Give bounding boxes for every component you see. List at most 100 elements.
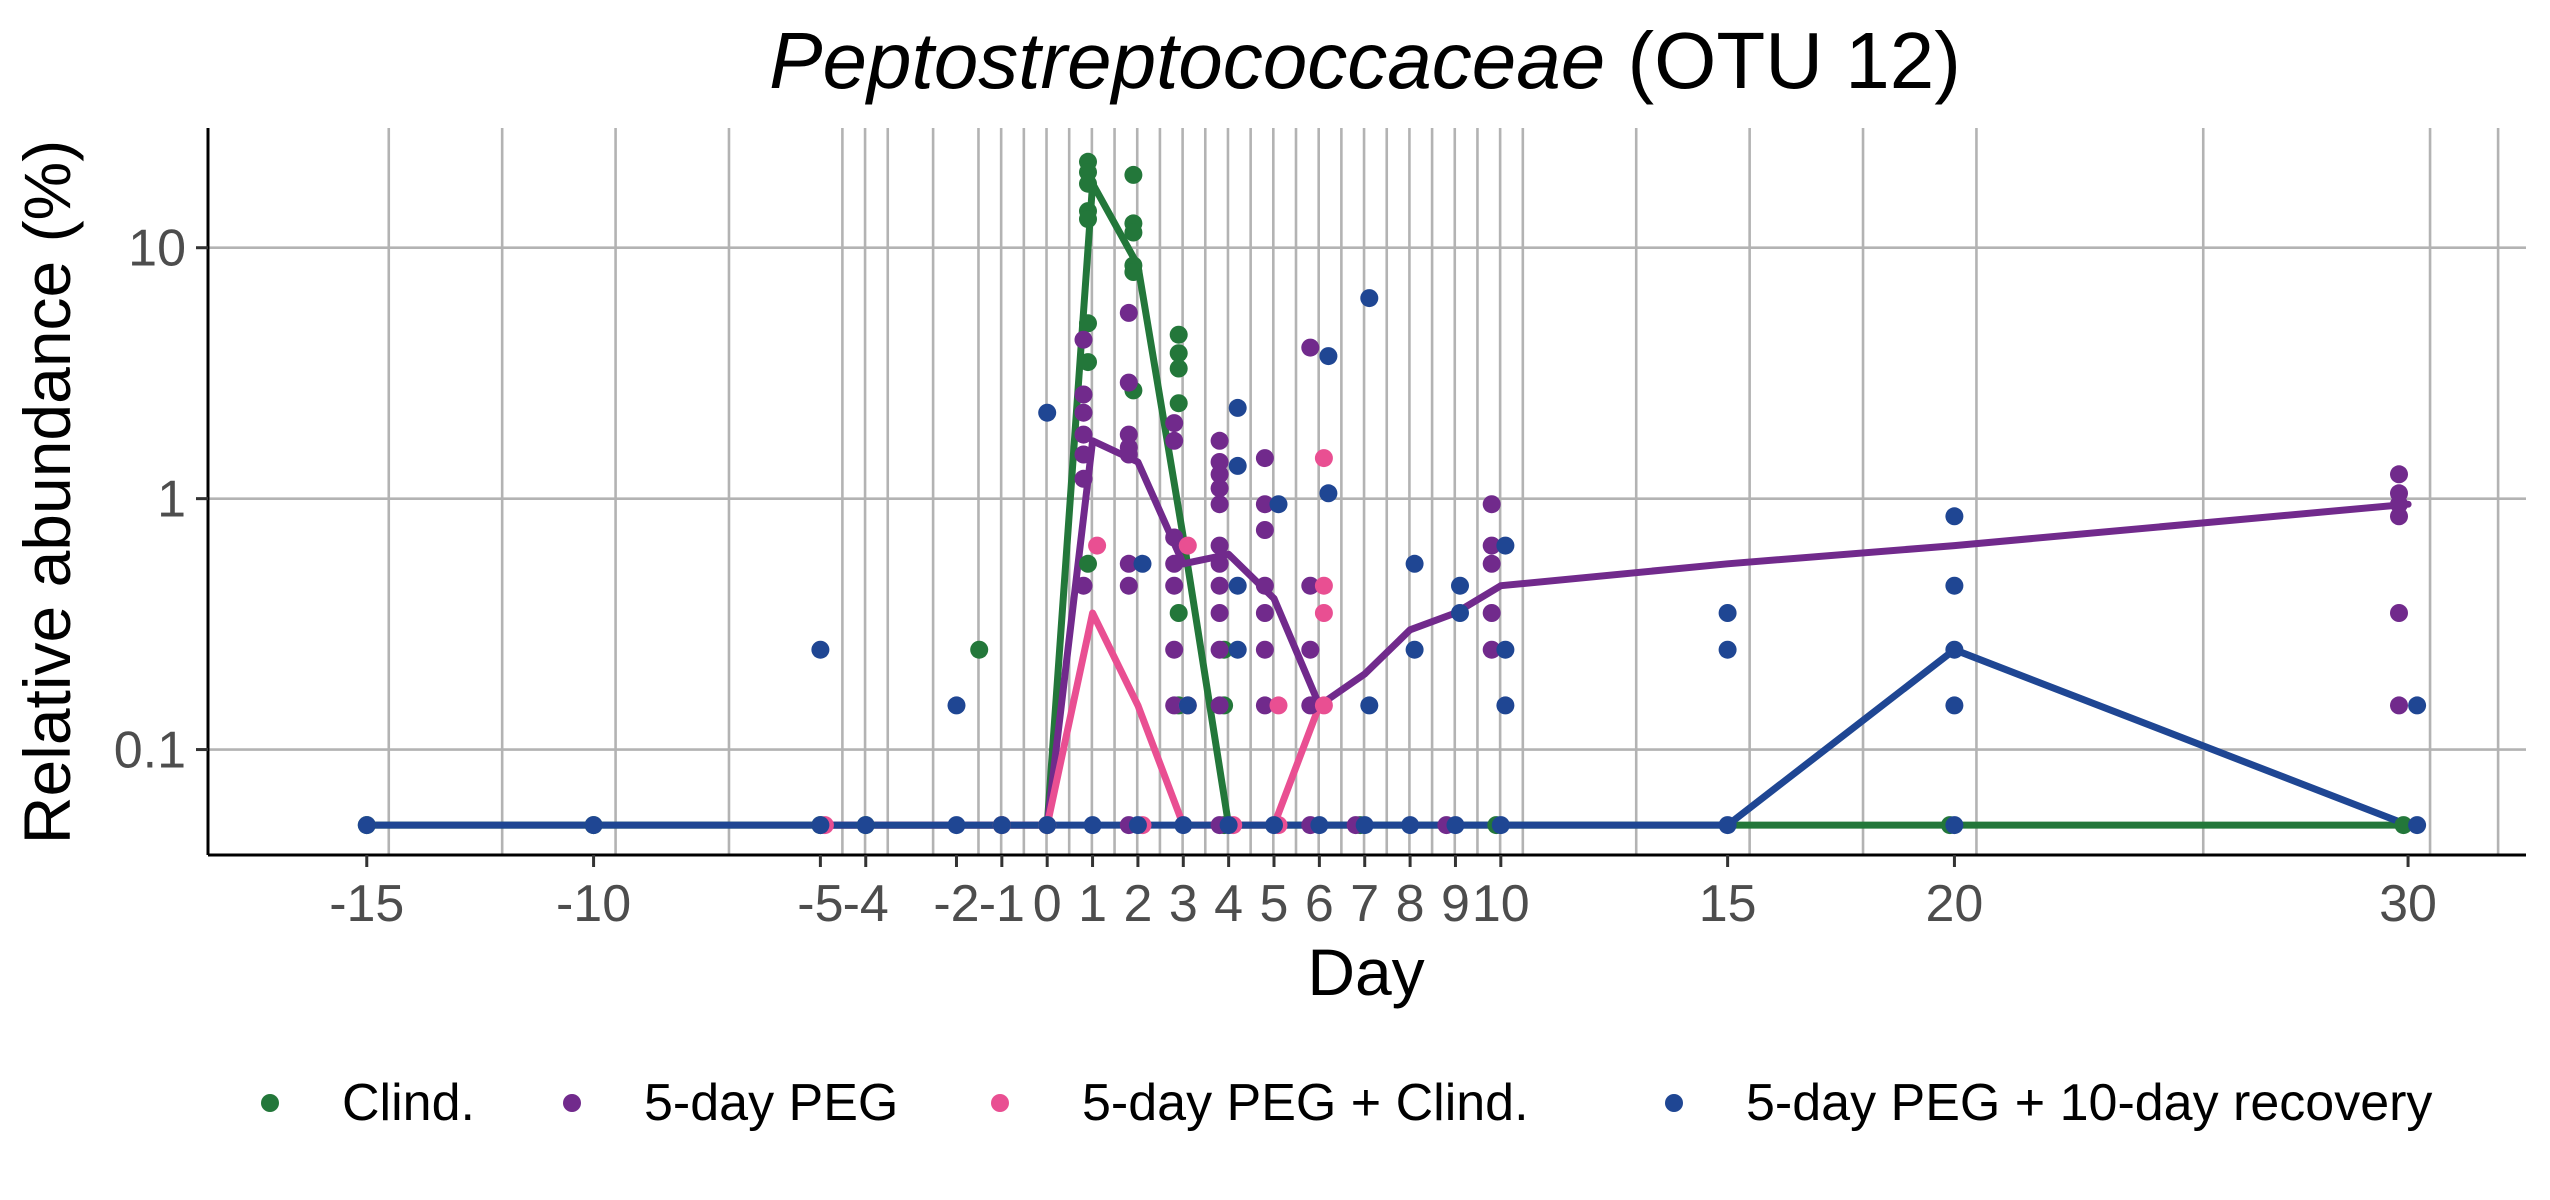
series-3-point-41 xyxy=(1355,816,1374,835)
axis-layer xyxy=(206,128,2526,857)
x-tick-label-0: -15 xyxy=(329,875,404,933)
series-2-point-6 xyxy=(1314,604,1333,622)
series-3-point-20 xyxy=(1496,696,1515,715)
series-3-point-47 xyxy=(2408,816,2427,835)
series-1-point-35 xyxy=(1255,576,1274,595)
x-tick-label-19: 30 xyxy=(2379,875,2437,933)
legend-label-1: 5-day PEG xyxy=(644,1074,898,1132)
x-tick-label-11: 5 xyxy=(1260,875,1289,933)
series-0-point-9 xyxy=(1079,174,1097,193)
x-tick-label-2: -5 xyxy=(797,875,843,933)
series-3-point-23 xyxy=(1945,507,1964,526)
series-0-point-22 xyxy=(1169,344,1188,363)
series-3-point-32 xyxy=(947,816,966,835)
series-1-point-19 xyxy=(1165,640,1184,659)
legend-swatch-1 xyxy=(563,1094,581,1112)
series-3-point-0 xyxy=(811,640,830,659)
x-tick-label-1: -10 xyxy=(556,875,631,933)
x-tick-label-10: 4 xyxy=(1214,875,1243,933)
series-0-point-21 xyxy=(1169,325,1188,344)
series-0-point-11 xyxy=(1079,210,1097,229)
series-3-point-22 xyxy=(1718,640,1737,659)
series-3-point-18 xyxy=(1496,536,1515,555)
series-1-point-8 xyxy=(1119,373,1138,392)
series-3-point-29 xyxy=(584,816,603,835)
x-axis-title: Day xyxy=(1307,935,1424,1009)
legend-label-0: Clind. xyxy=(342,1074,475,1132)
series-0-point-25 xyxy=(1169,604,1188,622)
series-0-point-19 xyxy=(1124,263,1143,281)
x-tick-layer: -15 -10 -5 -4 -2 -1 0 1 2 3 4 5 6 7 8 9 10 15 20 30 xyxy=(329,855,2437,933)
series-3-point-30 xyxy=(811,816,830,835)
series-1-point-53 xyxy=(2390,696,2408,715)
series-1-point-40 xyxy=(1301,576,1320,595)
legend: Clind. 5-day PEG 5-day PEG + Clind. 5-day P… xyxy=(261,1074,2432,1132)
x-tick-label-17: 15 xyxy=(1699,875,1757,933)
series-1-point-29 xyxy=(1210,604,1229,622)
series-1-point-37 xyxy=(1255,640,1274,659)
series-1-point-34 xyxy=(1255,521,1274,539)
series-3-point-8 xyxy=(1228,640,1247,659)
series-3-point-33 xyxy=(992,816,1011,835)
series-0-point-24 xyxy=(1169,394,1188,413)
series-3-point-16 xyxy=(1451,576,1469,595)
series-3-point-14 xyxy=(1405,554,1424,573)
series-0-point-23 xyxy=(1169,359,1188,378)
series-3-point-3 xyxy=(1133,554,1152,573)
y-tick-label-0: 0.1 xyxy=(114,722,186,780)
series-1-point-52 xyxy=(2390,604,2408,622)
series-1-point-31 xyxy=(1210,696,1229,715)
x-tick-label-3: -4 xyxy=(843,875,889,933)
series-1-point-15 xyxy=(1165,431,1184,450)
series-3-point-43 xyxy=(1446,816,1465,835)
series-1-point-23 xyxy=(1210,465,1229,484)
series-3-point-7 xyxy=(1228,576,1247,595)
series-1-point-9 xyxy=(1119,425,1138,444)
series-2-point-0 xyxy=(1088,536,1107,555)
x-tick-label-16: 10 xyxy=(1472,875,1530,933)
series-3-point-13 xyxy=(1360,696,1379,715)
legend-swatch-0 xyxy=(261,1094,279,1112)
x-tick-label-12: 6 xyxy=(1305,875,1334,933)
x-tick-label-8: 2 xyxy=(1123,875,1152,933)
series-1-point-2 xyxy=(1074,403,1093,422)
chart-title-main: Peptostreptococcaceae xyxy=(769,16,1605,105)
series-2-point-3 xyxy=(1269,696,1288,715)
series-1-point-24 xyxy=(1210,479,1229,498)
series-0-point-33 xyxy=(2394,816,2413,835)
series-1-point-51 xyxy=(2390,507,2408,526)
series-3-point-5 xyxy=(1228,398,1247,417)
x-tick-label-7: 1 xyxy=(1078,875,1107,933)
series-3-point-27 xyxy=(2408,696,2427,715)
series-3-point-42 xyxy=(1401,816,1420,835)
series-1-point-13 xyxy=(1119,576,1138,595)
legend-label-3: 5-day PEG + 10-day recovery xyxy=(1746,1074,2432,1132)
x-tick-label-15: 9 xyxy=(1441,875,1470,933)
x-tick-label-13: 7 xyxy=(1350,875,1379,933)
series-3-point-34 xyxy=(1038,816,1057,835)
legend-swatch-2 xyxy=(991,1094,1009,1112)
series-3-point-10 xyxy=(1319,347,1338,366)
series-1-point-33 xyxy=(1255,495,1274,514)
series-3-point-15 xyxy=(1405,640,1424,659)
series-1-point-27 xyxy=(1210,554,1229,573)
series-3-point-31 xyxy=(856,816,875,835)
series-3-point-6 xyxy=(1228,456,1247,475)
series-1-point-41 xyxy=(1301,640,1320,659)
series-1-point-28 xyxy=(1210,576,1229,595)
series-0-point-13 xyxy=(1079,353,1097,372)
series-1-point-45 xyxy=(1482,554,1501,573)
series-3-point-4 xyxy=(1178,696,1197,715)
series-3-point-36 xyxy=(1128,816,1147,835)
series-3-point-21 xyxy=(1718,604,1737,622)
series-1-point-47 xyxy=(1482,640,1501,659)
chart-title: Peptostreptococcaceae (OTU 12) xyxy=(769,16,1961,105)
series-1-point-30 xyxy=(1210,640,1229,659)
x-tick-label-6: 0 xyxy=(1033,875,1062,933)
series-1-point-43 xyxy=(1482,495,1501,514)
series-1-point-21 xyxy=(1210,431,1229,450)
series-3-point-35 xyxy=(1083,816,1102,835)
y-axis-title: Relative abundance (%) xyxy=(10,140,84,844)
series-3-point-44 xyxy=(1491,816,1510,835)
